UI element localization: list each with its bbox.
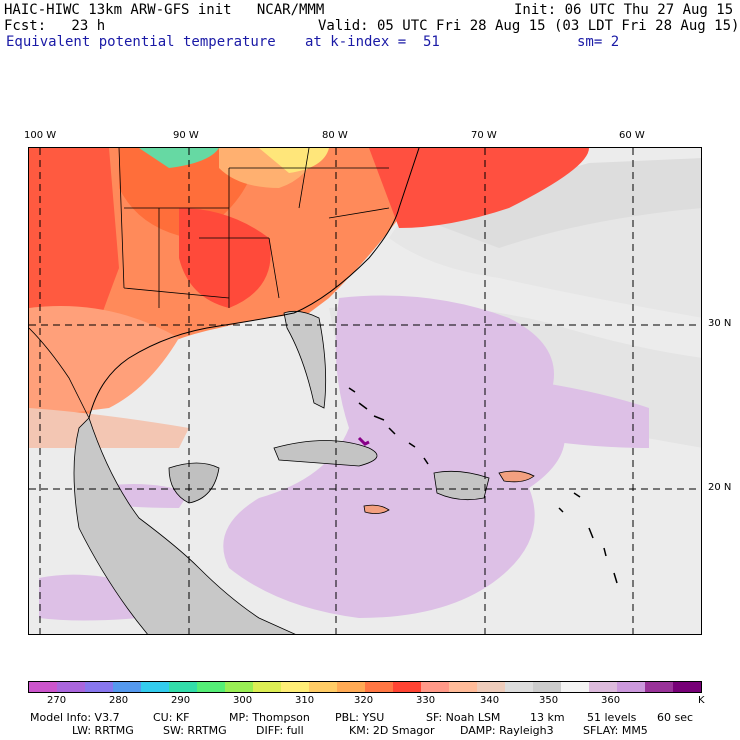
lon-label-80w: 80 W	[322, 130, 348, 141]
colorbar-swatch-0	[29, 682, 57, 692]
footer-diff: DIFF: full	[256, 724, 304, 737]
colorbar-swatch-9	[281, 682, 309, 692]
northern-green-region	[139, 148, 219, 168]
footer-cu: CU: KF	[153, 711, 190, 724]
colorbar-swatch-22	[645, 682, 673, 692]
colorbar-label-320: 320	[354, 695, 374, 706]
colorbar-swatch-2	[85, 682, 113, 692]
footer-mp: MP: Thompson	[229, 711, 310, 724]
gulf-stream-hot-region	[369, 148, 589, 228]
colorbar-swatch-23	[673, 682, 701, 692]
lon-label-60w: 60 W	[619, 130, 645, 141]
footer-damp: DAMP: Rayleigh3	[460, 724, 554, 737]
us-coastline	[88, 148, 420, 419]
gulf-transition-region	[29, 408, 189, 448]
colorbar-label-360: 360	[601, 695, 621, 706]
purple-minimum-spot	[357, 436, 370, 446]
lon-label-90w: 90 W	[173, 130, 199, 141]
colorbar-label-340: 340	[480, 695, 500, 706]
footer-lw: LW: RRTMG	[72, 724, 134, 737]
low-theta-e-east	[509, 378, 649, 448]
northern-cool-region	[259, 148, 329, 173]
footer-sf: SF: Noah LSM	[426, 711, 501, 724]
jamaica-landmass	[363, 504, 390, 514]
colorbar-swatch-12	[365, 682, 393, 692]
southeast-hot-region	[179, 208, 271, 308]
footer-sw: SW: RRTMG	[163, 724, 227, 737]
footer-pbl: PBL: YSU	[335, 711, 385, 724]
colorbar-swatch-8	[253, 682, 281, 692]
colorbar-label-280: 280	[109, 695, 129, 706]
colorbar-label-290: 290	[171, 695, 191, 706]
colorbar-swatch-1	[57, 682, 85, 692]
colorbar-swatch-4	[141, 682, 169, 692]
colorbar-swatch-21	[617, 682, 645, 692]
hispaniola-landmass	[433, 470, 490, 501]
footer-timestep: 60 sec	[657, 711, 694, 724]
colorbar-swatch-7	[225, 682, 253, 692]
colorbar-swatch-20	[589, 682, 617, 692]
cuba-landmass	[273, 440, 378, 467]
colorbar-swatch-16	[477, 682, 505, 692]
colorbar-swatch-19	[561, 682, 589, 692]
colorbar-swatch-11	[337, 682, 365, 692]
colorbar-label-270: 270	[47, 695, 67, 706]
colorbar-swatch-5	[169, 682, 197, 692]
colorbar-label-300: 300	[233, 695, 253, 706]
footer-levels: 51 levels	[587, 711, 637, 724]
colorbar-unit: K	[698, 695, 705, 706]
footer-model-info: Model Info: V3.7	[30, 711, 120, 724]
colorbar-label-310: 310	[295, 695, 315, 706]
colorbar-swatch-3	[113, 682, 141, 692]
colorbar-swatch-17	[505, 682, 533, 692]
state-borders	[118, 148, 390, 308]
theta-e-field	[29, 148, 701, 634]
florida-landmass	[283, 310, 327, 409]
k-index-level: at k-index = 51	[305, 34, 440, 50]
init-time: Init: 06 UTC Thu 27 Aug 15	[514, 2, 734, 18]
colorbar-swatch-14	[421, 682, 449, 692]
lat-label-30n: 30 N	[708, 318, 732, 329]
lon-label-70w: 70 W	[471, 130, 497, 141]
puerto-rico-landmass	[498, 470, 535, 483]
us-mexico-border	[29, 327, 90, 419]
colorbar-label-330: 330	[416, 695, 436, 706]
mexico-central-america-landmass	[73, 417, 296, 634]
lat-lon-grid	[29, 148, 701, 634]
map-panel	[28, 147, 702, 635]
smoothing-value: sm= 2	[577, 34, 620, 50]
bahamas-islands	[348, 387, 618, 584]
field-name: Equivalent potential temperature	[6, 34, 276, 50]
lat-label-20n: 20 N	[708, 482, 732, 493]
valid-time: Valid: 05 UTC Fri 28 Aug 15 (03 LDT Fri …	[318, 18, 740, 34]
footer-resolution: 13 km	[530, 711, 565, 724]
colorbar	[28, 681, 702, 693]
colorbar-swatch-13	[393, 682, 421, 692]
colorbar-swatch-10	[309, 682, 337, 692]
low-theta-e-region	[223, 295, 566, 618]
colorbar-swatch-18	[533, 682, 561, 692]
colorbar-swatch-15	[449, 682, 477, 692]
footer-km: KM: 2D Smagor	[349, 724, 435, 737]
footer-sflay: SFLAY: MM5	[583, 724, 648, 737]
lon-label-100w: 100 W	[24, 130, 57, 141]
model-title: HAIC-HIWC 13km ARW-GFS init NCAR/MMM	[4, 2, 325, 18]
gulf-warm-region	[29, 306, 179, 418]
colorbar-label-350: 350	[539, 695, 559, 706]
colorbar-swatch-6	[197, 682, 225, 692]
forecast-hour: Fcst: 23 h	[4, 18, 106, 34]
atlantic-light-band	[419, 158, 701, 248]
